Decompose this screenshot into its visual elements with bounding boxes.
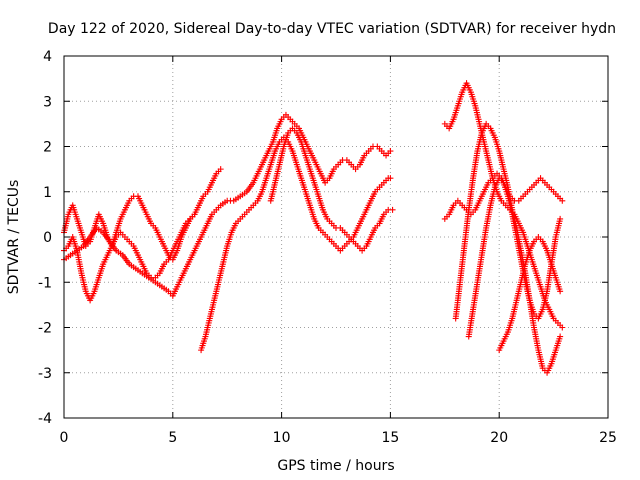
series-track-6 [441,80,566,331]
series-track-4 [198,134,394,354]
grid [64,56,608,418]
y-tick-label: -1 [38,275,52,291]
y-tick-label: 1 [43,185,52,201]
data-marks [61,80,566,376]
x-tick-label: 25 [599,430,617,446]
data-point [387,175,394,182]
data-point [191,211,198,218]
x-axis: 0 5 10 15 20 25 [60,56,617,446]
y-axis-label: SDTVAR / TECUs [6,180,22,295]
series-track-3 [61,111,394,299]
series-track-2 [61,211,198,304]
y-axis: -4 -3 -2 -1 0 1 2 3 4 [38,49,608,427]
y-tick-label: -4 [38,411,52,427]
x-tick-label: 15 [381,430,399,446]
data-point [559,324,566,331]
y-tick-label: 3 [43,94,52,110]
x-axis-label: GPS time / hours [277,458,394,474]
series-track-5 [267,125,396,254]
y-tick-label: 4 [43,49,52,65]
x-tick-label: 10 [273,430,291,446]
y-tick-label: 0 [43,230,52,246]
data-point [559,197,566,204]
y-tick-label: -2 [38,321,52,337]
series-track-1 [61,166,224,263]
chart-title: Day 122 of 2020, Sidereal Day-to-day VTE… [48,21,616,37]
x-tick-label: 5 [168,430,177,446]
data-point [387,148,394,155]
data-point [217,166,224,173]
data-point [557,215,564,222]
y-tick-label: 2 [43,140,52,156]
y-tick-label: -3 [38,366,52,382]
x-tick-label: 0 [60,430,69,446]
data-point [557,288,564,295]
data-point [389,206,396,213]
data-point [557,333,564,340]
x-tick-label: 20 [490,430,508,446]
series-track-10 [496,234,564,354]
